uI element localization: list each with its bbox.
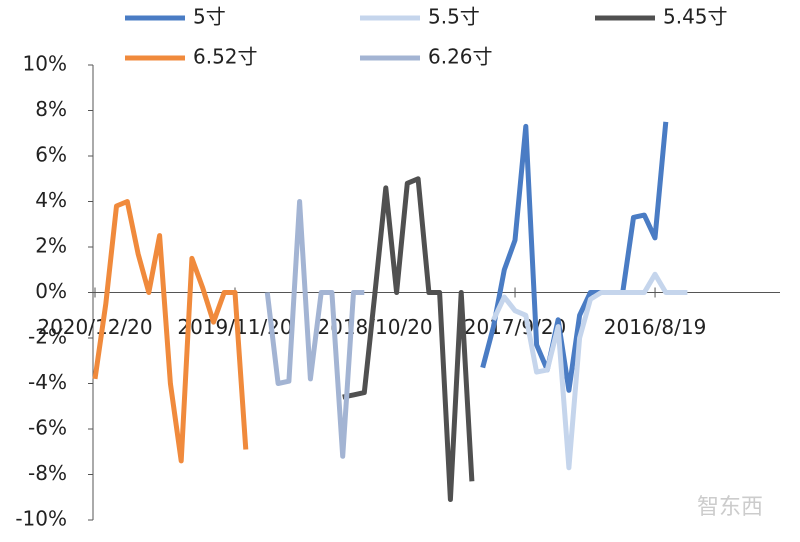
y-tick-label: 2% (35, 234, 67, 258)
y-tick-label: 6% (35, 143, 67, 167)
x-tick-label: 2016/8/19 (604, 315, 707, 339)
series-line (264, 199, 365, 459)
series-line (342, 176, 475, 502)
y-tick-label: -10% (15, 507, 67, 531)
legend-label: 6.52寸 (193, 45, 258, 69)
legend-label: 5.5寸 (428, 5, 480, 29)
y-tick-label: -2% (28, 325, 67, 349)
y-tick-label: 10% (23, 52, 67, 76)
series-line (491, 271, 688, 471)
series-line (480, 121, 669, 393)
legend-label: 5寸 (193, 5, 226, 29)
y-tick-label: 8% (35, 97, 67, 121)
x-tick-label: 2017/9/20 (464, 315, 567, 339)
y-tick-label: 0% (35, 279, 67, 303)
y-tick-label: -8% (28, 461, 67, 485)
y-tick-label: 4% (35, 188, 67, 212)
y-tick-label: -4% (28, 370, 67, 394)
series-line (92, 199, 249, 464)
x-tick-label: 2020/12/20 (37, 315, 152, 339)
legend-label: 5.45寸 (663, 5, 728, 29)
y-tick-label: -6% (28, 416, 67, 440)
watermark: 智东西 (697, 495, 763, 520)
legend-label: 6.26寸 (428, 45, 493, 69)
